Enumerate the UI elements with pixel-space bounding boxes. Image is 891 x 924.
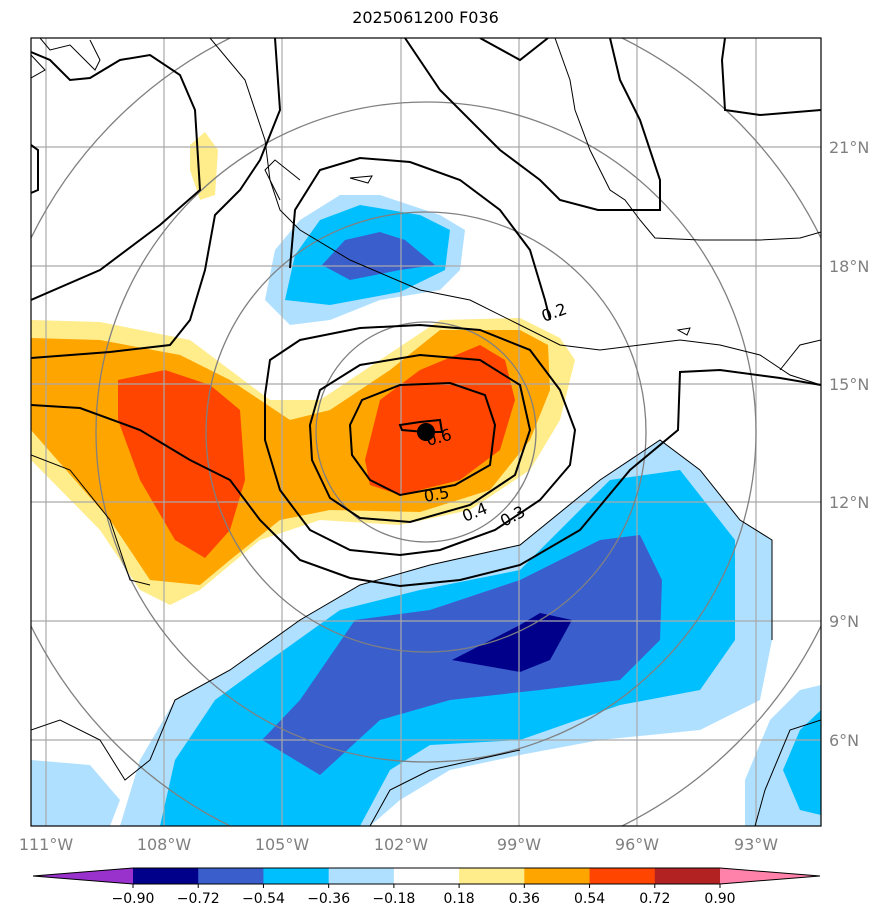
colorbar-tick-label: 0.54 (574, 891, 605, 907)
contours (31, 38, 821, 588)
colorbar-tick-label: 0.72 (639, 891, 670, 907)
contour-0.2-north (289, 156, 551, 321)
colorbar-bin (328, 868, 395, 884)
colorbar-tick-label: 0.36 (509, 891, 540, 907)
lat-labels: 21°N 18°N 15°N 12°N 9°N 6°N (829, 138, 869, 750)
contour-0.3 (264, 323, 577, 557)
lat-label: 18°N (829, 257, 869, 276)
contour-upper-nw (479, 38, 549, 62)
lon-label: 93°W (734, 835, 778, 854)
fill-negative-east-mid (783, 710, 821, 815)
colorbar-tick-label: −0.36 (307, 891, 350, 907)
lon-label: 111°W (19, 835, 74, 854)
colorbar-tick-label: −0.18 (372, 891, 415, 907)
colorbar: −0.90 −0.72 −0.54 −0.36 −0.18 0.18 0.36 0.54 0.7… (32, 867, 821, 907)
contour-upper-ne (720, 38, 821, 117)
contour-label-0.2: 0.2 (539, 299, 569, 326)
colorbar-bin (263, 868, 330, 884)
contour-0.2-east (31, 368, 821, 588)
lon-label: 105°W (255, 835, 310, 854)
contour-0.2 (31, 51, 202, 301)
lon-label: 99°W (497, 835, 541, 854)
fill-negative-darkest (452, 613, 572, 672)
colorbar-bin (589, 868, 656, 884)
contour-upper-north (404, 38, 661, 211)
map-area (31, 132, 821, 826)
colorbar-extend-high (720, 868, 820, 884)
colorbar-tick-label: −0.90 (112, 891, 155, 907)
chart-title: 2025061200 F036 (352, 8, 499, 27)
lat-label: 12°N (829, 493, 869, 512)
colorbar-bin (524, 868, 591, 884)
colorbar-tick-label: −0.72 (177, 891, 220, 907)
colorbar-extend-low (33, 868, 133, 884)
contour-0.2-main (31, 38, 282, 359)
colorbar-bin (133, 868, 199, 884)
fill-positive-red (118, 370, 245, 558)
contour-0.4 (308, 353, 532, 524)
contour-0.2-west (31, 144, 39, 194)
lon-label: 108°W (137, 835, 192, 854)
colorbar-bin (459, 868, 525, 884)
colorbar-tick-label: 0.18 (444, 891, 475, 907)
lon-labels: 111°W 108°W 105°W 102°W 99°W 96°W 93°W (19, 835, 778, 854)
colorbar-bin (393, 868, 460, 884)
storm-center-marker (417, 423, 435, 441)
lon-label: 102°W (374, 835, 429, 854)
lon-label: 96°W (615, 835, 659, 854)
map-frame (30, 37, 822, 827)
fill-negative-sw-light (31, 760, 120, 826)
contour-0.5 (348, 381, 497, 497)
fill-positive-yellow-small (190, 132, 218, 200)
lat-label: 15°N (829, 375, 869, 394)
colorbar-bin (654, 868, 721, 884)
lat-label: 9°N (829, 612, 859, 631)
coastlines (31, 38, 821, 826)
lat-label: 6°N (829, 731, 859, 750)
contour-label-0.5: 0.5 (422, 483, 450, 506)
lat-label: 21°N (829, 138, 869, 157)
colorbar-tick-label: 0.90 (704, 891, 735, 907)
colorbar-tick-label: −0.54 (242, 891, 285, 907)
fill-negative-north-dark (322, 232, 435, 280)
contour-0.6 (398, 418, 444, 433)
range-rings (31, 38, 821, 826)
colorbar-bin (198, 868, 264, 884)
